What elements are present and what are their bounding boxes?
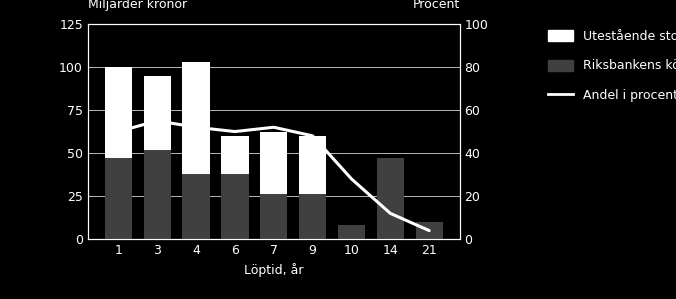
Bar (338, 231, 365, 239)
Bar (416, 234, 443, 239)
Bar (183, 174, 210, 239)
Bar (221, 136, 249, 239)
Bar (105, 158, 132, 239)
Andel i procent (192, 126, 200, 129)
X-axis label: Löptid, år: Löptid, år (244, 263, 304, 277)
Andel i procent (153, 119, 162, 123)
Andel i procent (270, 126, 278, 129)
Andel i procent (308, 134, 316, 138)
Bar (221, 174, 249, 239)
Bar (260, 194, 287, 239)
Andel i procent (386, 212, 394, 215)
Bar (183, 62, 210, 239)
Bar (143, 76, 171, 239)
Andel i procent (425, 229, 433, 232)
Bar (105, 67, 132, 239)
Text: Miljarder kronor: Miljarder kronor (88, 0, 187, 11)
Bar (377, 213, 404, 239)
Bar (260, 132, 287, 239)
Bar (338, 225, 365, 239)
Bar (299, 194, 327, 239)
Andel i procent (231, 130, 239, 133)
Bar (299, 136, 327, 239)
Legend: Utestående stock, Riksbankens köp, Andel i procent: Utestående stock, Riksbankens köp, Andel… (548, 30, 676, 102)
Bar (143, 150, 171, 239)
Andel i procent (347, 177, 356, 181)
Andel i procent (114, 130, 122, 133)
Line: Andel i procent: Andel i procent (118, 121, 429, 231)
Bar (377, 158, 404, 239)
Text: Procent: Procent (412, 0, 460, 11)
Bar (416, 222, 443, 239)
